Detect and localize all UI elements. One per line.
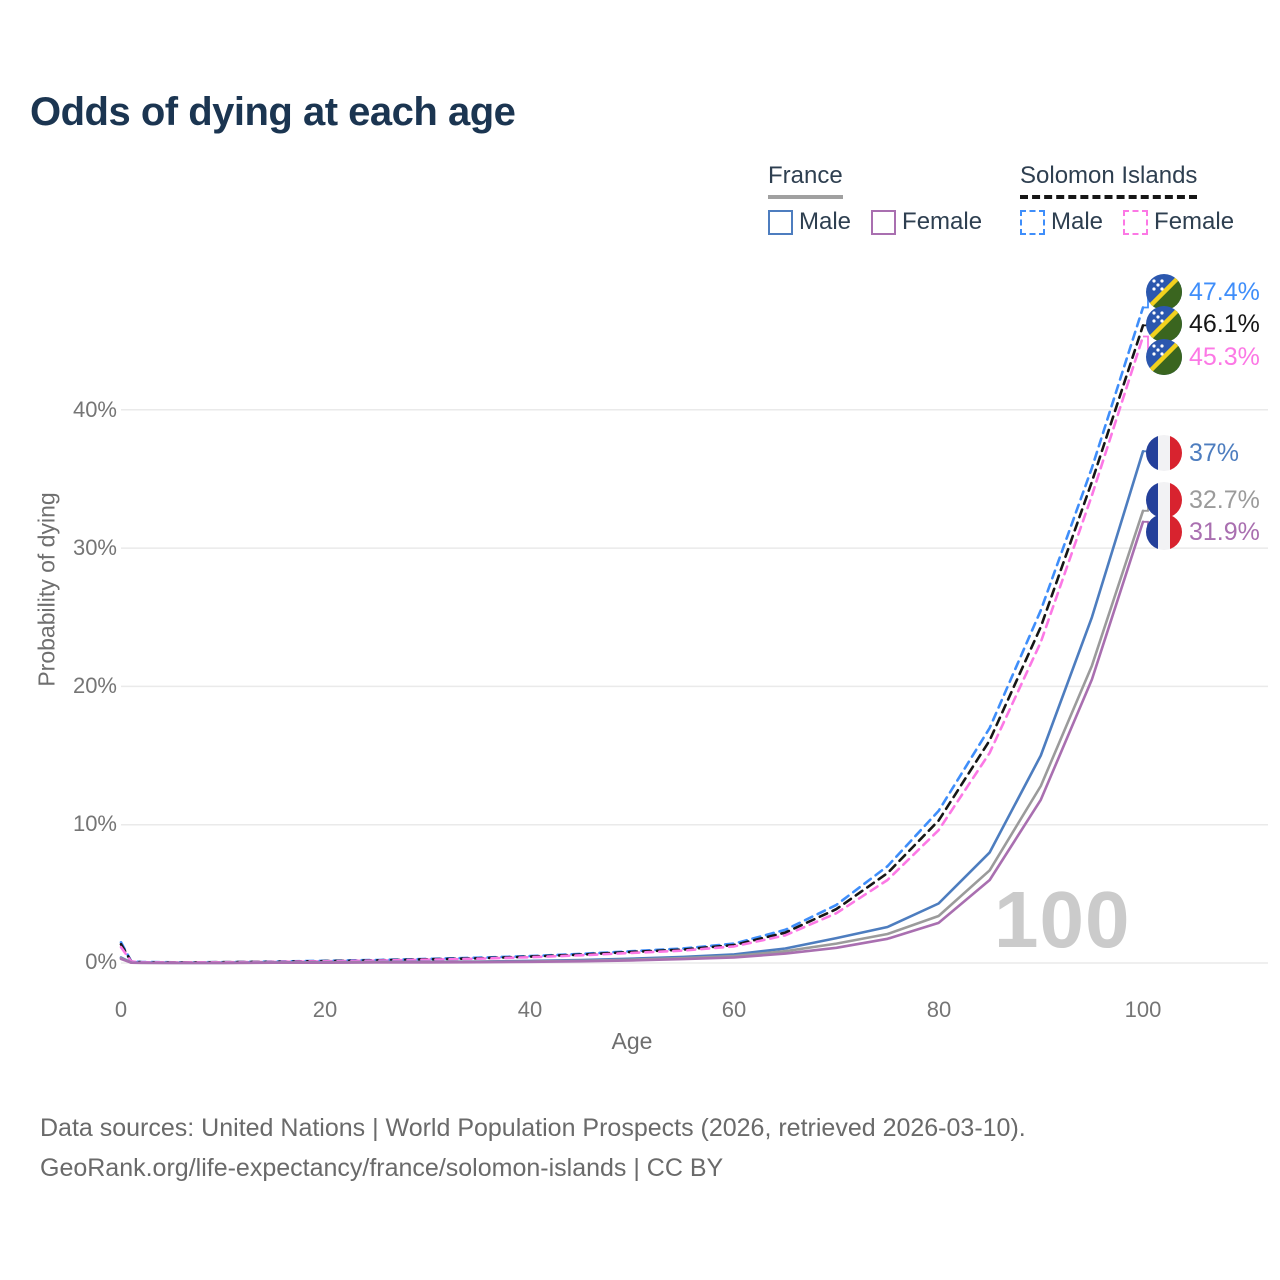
page-title: Odds of dying at each age	[30, 90, 516, 134]
legend-label: Female	[1154, 208, 1235, 235]
legend-item-france-male[interactable]: Male	[768, 208, 851, 236]
legend-item-france-female[interactable]: Female	[871, 208, 982, 236]
france-female-swatch-icon	[871, 209, 897, 235]
legend-country-france: France	[768, 162, 843, 199]
legend-item-solomon-male[interactable]: Male	[1020, 208, 1103, 236]
curve-solomon-islands-both	[119, 324, 1145, 964]
x-tick-60: 60	[721, 997, 747, 1022]
legend-country-solomon-islands: Solomon Islands	[1020, 162, 1198, 199]
end-label-value: 37%	[1189, 438, 1240, 467]
solomon-islands-flag-icon	[1146, 306, 1182, 342]
legend: France Male Female Solomon Islands Male …	[768, 162, 1248, 242]
legend-group-solomon-islands: Solomon Islands Male Female	[1020, 162, 1234, 236]
end-label-value: 31.9%	[1189, 517, 1260, 546]
curve-france-both	[119, 509, 1145, 965]
solomon-male-swatch-icon	[1020, 209, 1045, 235]
x-tick-40: 40	[517, 997, 543, 1022]
curve-france-male	[119, 450, 1145, 965]
footer-attribution: GeoRank.org/life-expectancy/france/solom…	[40, 1154, 724, 1182]
legend-group-france: France Male Female	[768, 162, 982, 236]
y-axis-title: Probability of dying	[33, 492, 60, 687]
y-tick-30: 30%	[72, 535, 117, 560]
end-label-france-both: 32.7%	[1146, 482, 1260, 518]
end-label-value: 46.1%	[1189, 309, 1260, 338]
end-label-solomon-male: 47.4%	[1146, 274, 1260, 310]
france-flag-icon	[1146, 514, 1182, 550]
solomon-islands-flag-icon	[1146, 274, 1182, 310]
x-axis-title: Age	[611, 1028, 653, 1054]
x-tick-20: 20	[312, 997, 338, 1022]
legend-label: Male	[1051, 208, 1104, 235]
legend-label: Female	[902, 208, 983, 235]
legend-item-solomon-female[interactable]: Female	[1123, 208, 1234, 236]
x-tick-0: 0	[114, 997, 128, 1022]
x-tick-80: 80	[926, 997, 952, 1022]
x-tick-100: 100	[1124, 997, 1162, 1022]
end-label-value: 45.3%	[1189, 342, 1260, 371]
end-label-france-female: 31.9%	[1146, 514, 1260, 550]
curve-france-female	[119, 520, 1145, 965]
france-male-swatch-icon	[768, 209, 793, 235]
end-label-solomon-female: 45.3%	[1146, 339, 1260, 375]
france-flag-icon	[1146, 482, 1182, 518]
y-tick-20: 20%	[72, 673, 117, 698]
y-tick-0: 0%	[85, 949, 117, 974]
footer-data-sources: Data sources: United Nations | World Pop…	[40, 1114, 1026, 1142]
solomon-female-swatch-icon	[1123, 209, 1149, 235]
watermark-age-100: 100	[994, 875, 1131, 964]
end-label-value: 32.7%	[1189, 485, 1260, 514]
y-tick-10: 10%	[72, 811, 117, 836]
legend-label: Male	[799, 208, 852, 235]
france-flag-icon	[1146, 435, 1182, 471]
end-label-value: 47.4%	[1189, 277, 1260, 306]
y-tick-40: 40%	[72, 397, 117, 422]
end-label-solomon-both: 46.1%	[1146, 306, 1260, 342]
solomon-islands-flag-icon	[1146, 339, 1182, 375]
footer: Data sources: United Nations | World Pop…	[40, 1108, 1026, 1188]
end-label-france-male: 37%	[1146, 435, 1239, 471]
curve-solomon-islands-male	[119, 306, 1145, 964]
